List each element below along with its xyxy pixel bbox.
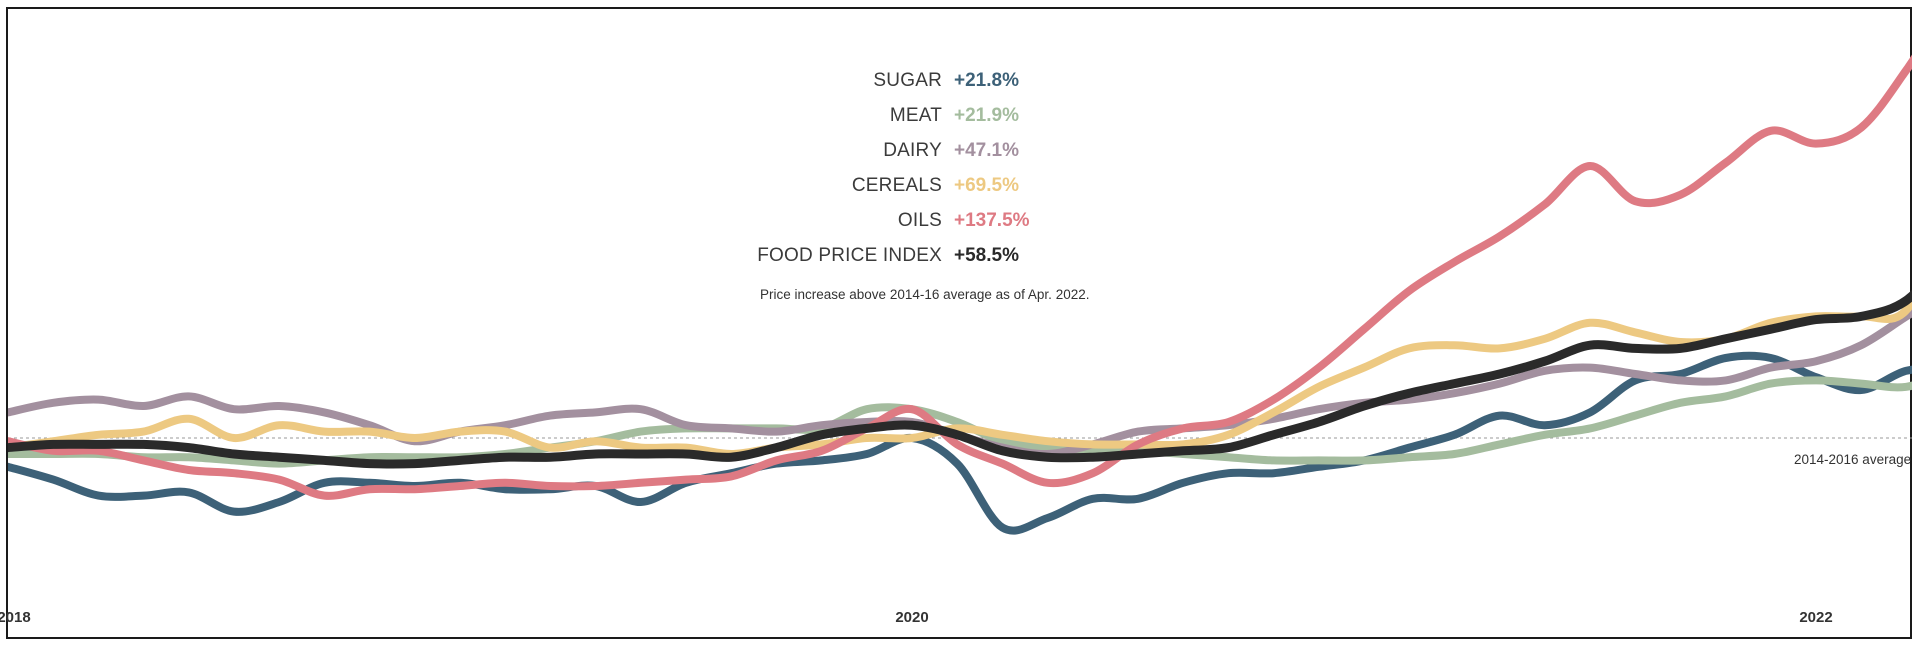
- baseline-label: 2014-2016 average: [1794, 452, 1912, 467]
- series-line-cereals: [8, 294, 1912, 458]
- chart-frame: [6, 7, 1912, 639]
- legend-note: Price increase above 2014-16 average as …: [760, 287, 1090, 302]
- legend-series-name: OILS: [897, 210, 942, 231]
- series-line-oils: [8, 54, 1912, 500]
- legend-series-value: +58.5%: [954, 245, 1019, 266]
- legend-series-name: MEAT: [889, 105, 942, 126]
- legend-series-value: +21.9%: [954, 105, 1019, 126]
- legend-item: SUGAR: [0, 70, 942, 100]
- legend-series-value: +21.8%: [954, 70, 1019, 91]
- legend-series-value: +69.5%: [954, 175, 1019, 196]
- x-tick-label: 2022: [1799, 609, 1833, 626]
- legend-series-name: CEREALS: [851, 175, 942, 196]
- x-tick-label: 2018: [0, 609, 31, 626]
- legend-item: CEREALS: [0, 175, 942, 205]
- legend-series-name: SUGAR: [873, 70, 942, 91]
- legend-item: DAIRY: [0, 140, 942, 170]
- legend-item: FOOD PRICE INDEX: [0, 245, 942, 275]
- series-line-food-price-index: [8, 289, 1912, 469]
- legend-item: MEAT: [0, 105, 942, 135]
- legend-series-value: +137.5%: [954, 210, 1030, 231]
- series-lines: [8, 54, 1912, 535]
- legend-series-value: +47.1%: [954, 140, 1019, 161]
- legend-item: OILS: [0, 210, 942, 240]
- legend-series-name: DAIRY: [883, 140, 942, 161]
- x-tick-label: 2020: [895, 609, 929, 626]
- legend-series-name: FOOD PRICE INDEX: [757, 245, 942, 266]
- series-line-sugar: [8, 351, 1912, 535]
